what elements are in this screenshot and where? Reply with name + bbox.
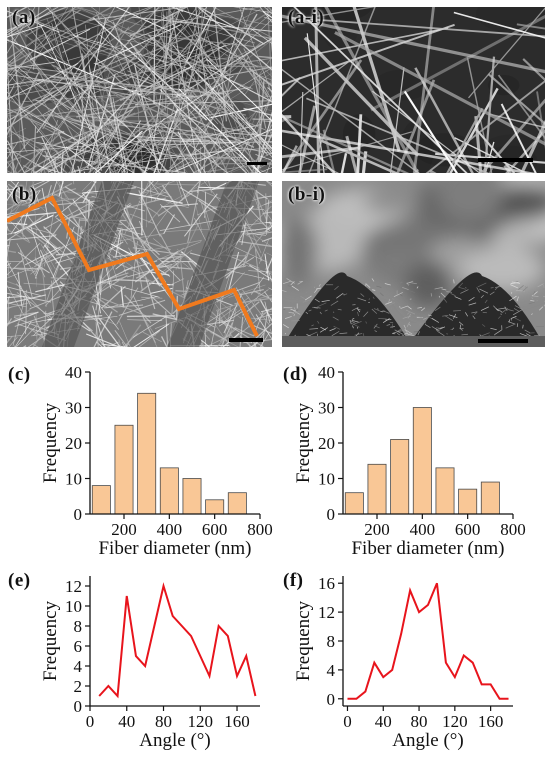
histogram-bar: [391, 439, 409, 514]
x-tick-label: 40: [375, 712, 392, 731]
y-axis-label: Frequency: [293, 600, 314, 681]
x-tick-label: 200: [111, 520, 137, 539]
x-tick-label: 120: [442, 712, 468, 731]
y-tick-label: 0: [327, 690, 336, 709]
sem-image-a-i: [282, 7, 545, 173]
y-tick-label: 12: [318, 603, 335, 622]
histogram-bar: [368, 464, 386, 514]
x-tick-label: 600: [202, 520, 228, 539]
y-axis-label: Frequency: [40, 402, 61, 483]
y-tick-label: 10: [65, 470, 82, 489]
x-axis-label: Fiber diameter (nm): [98, 538, 251, 559]
y-tick-label: 40: [65, 363, 82, 382]
x-tick-label: 160: [224, 712, 250, 731]
x-tick-label: 400: [410, 520, 436, 539]
histogram-bar: [206, 500, 224, 514]
x-tick-label: 800: [247, 520, 273, 539]
x-tick-label: 0: [343, 712, 352, 731]
y-tick-label: 30: [65, 399, 82, 418]
y-tick-label: 30: [318, 399, 335, 418]
y-axis-label: Frequency: [40, 600, 61, 681]
y-tick-label: 20: [318, 434, 335, 453]
frequency-series-line: [99, 586, 255, 696]
y-tick-label: 0: [74, 697, 83, 716]
scale-bar-b-i: [478, 339, 528, 343]
histogram-bar: [228, 493, 246, 514]
x-axis-label: Fiber diameter (nm): [351, 538, 504, 559]
sem-image-b: [7, 181, 272, 347]
y-tick-label: 4: [74, 657, 83, 676]
y-tick-label: 20: [65, 434, 82, 453]
sem-image-a: [7, 7, 272, 173]
scale-bar-b: [229, 338, 263, 342]
x-axis-label: Angle (°): [392, 730, 463, 751]
y-tick-label: 0: [327, 505, 336, 524]
panel-label-b-i: (b-i): [288, 184, 325, 206]
histogram-bar: [183, 479, 201, 515]
x-tick-label: 600: [455, 520, 481, 539]
y-tick-label: 40: [318, 363, 335, 382]
panel-label-b: (b): [12, 184, 37, 206]
x-tick-label: 160: [478, 712, 504, 731]
histogram-bar: [160, 468, 178, 514]
histogram-bar: [138, 393, 156, 514]
fiber-mat-a-i: [282, 7, 545, 173]
y-tick-label: 0: [74, 505, 83, 524]
histogram-bar: [413, 408, 431, 515]
histogram-bar: [92, 486, 110, 514]
y-tick-label: 10: [65, 597, 82, 616]
fiber-mat-a: [7, 7, 272, 173]
y-tick-label: 4: [327, 661, 336, 680]
x-tick-label: 40: [118, 712, 135, 731]
x-axis-label: Angle (°): [139, 730, 210, 751]
panel-label-c: (c): [8, 364, 31, 386]
y-tick-label: 12: [65, 577, 82, 596]
y-tick-label: 16: [318, 574, 335, 593]
frequency-series-line: [347, 583, 508, 699]
panel-label-a-i: (a-i): [288, 7, 324, 29]
x-tick-label: 0: [86, 712, 95, 731]
x-tick-label: 120: [188, 712, 214, 731]
x-tick-label: 800: [500, 520, 526, 539]
x-tick-label: 80: [411, 712, 428, 731]
histogram-bar: [459, 489, 477, 514]
histogram-bar: [115, 425, 133, 514]
histogram-bar: [481, 482, 499, 514]
y-tick-label: 8: [74, 617, 83, 636]
x-tick-label: 200: [364, 520, 390, 539]
panel-label-e: (e): [8, 570, 31, 592]
y-tick-label: 6: [74, 637, 83, 656]
panel-label-a: (a): [12, 7, 36, 29]
scale-bar-a: [247, 162, 267, 165]
scale-bar-a-i: [478, 158, 533, 162]
histogram-bar: [436, 468, 454, 514]
y-axis-label: Frequency: [293, 402, 314, 483]
zigzag-path-overlay: [7, 198, 257, 336]
y-tick-label: 10: [318, 470, 335, 489]
x-tick-label: 400: [157, 520, 183, 539]
y-tick-label: 2: [74, 677, 83, 696]
x-tick-label: 80: [155, 712, 172, 731]
y-tick-label: 8: [327, 632, 336, 651]
histogram-bar: [345, 493, 363, 514]
